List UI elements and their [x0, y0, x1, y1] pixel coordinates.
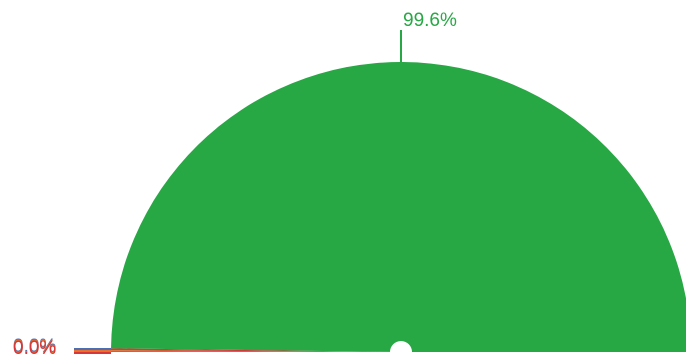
slice-label-0: 0.0% [13, 336, 56, 357]
leader-lines [74, 30, 402, 354]
slice-label-2: 0.0% [13, 338, 56, 358]
pie-slice-3 [111, 62, 686, 352]
pie-slices [111, 62, 686, 352]
pie-slice-0 [111, 351, 401, 352]
slice-label-3: 99.6% [403, 10, 457, 31]
pie-slice-2 [111, 348, 401, 352]
pie-slice-1 [111, 350, 401, 352]
slice-labels: 99.6%0.0%0.0%0.0% [13, 10, 457, 358]
slice-label-1: 0.0% [13, 337, 56, 358]
center-hole [390, 341, 412, 358]
